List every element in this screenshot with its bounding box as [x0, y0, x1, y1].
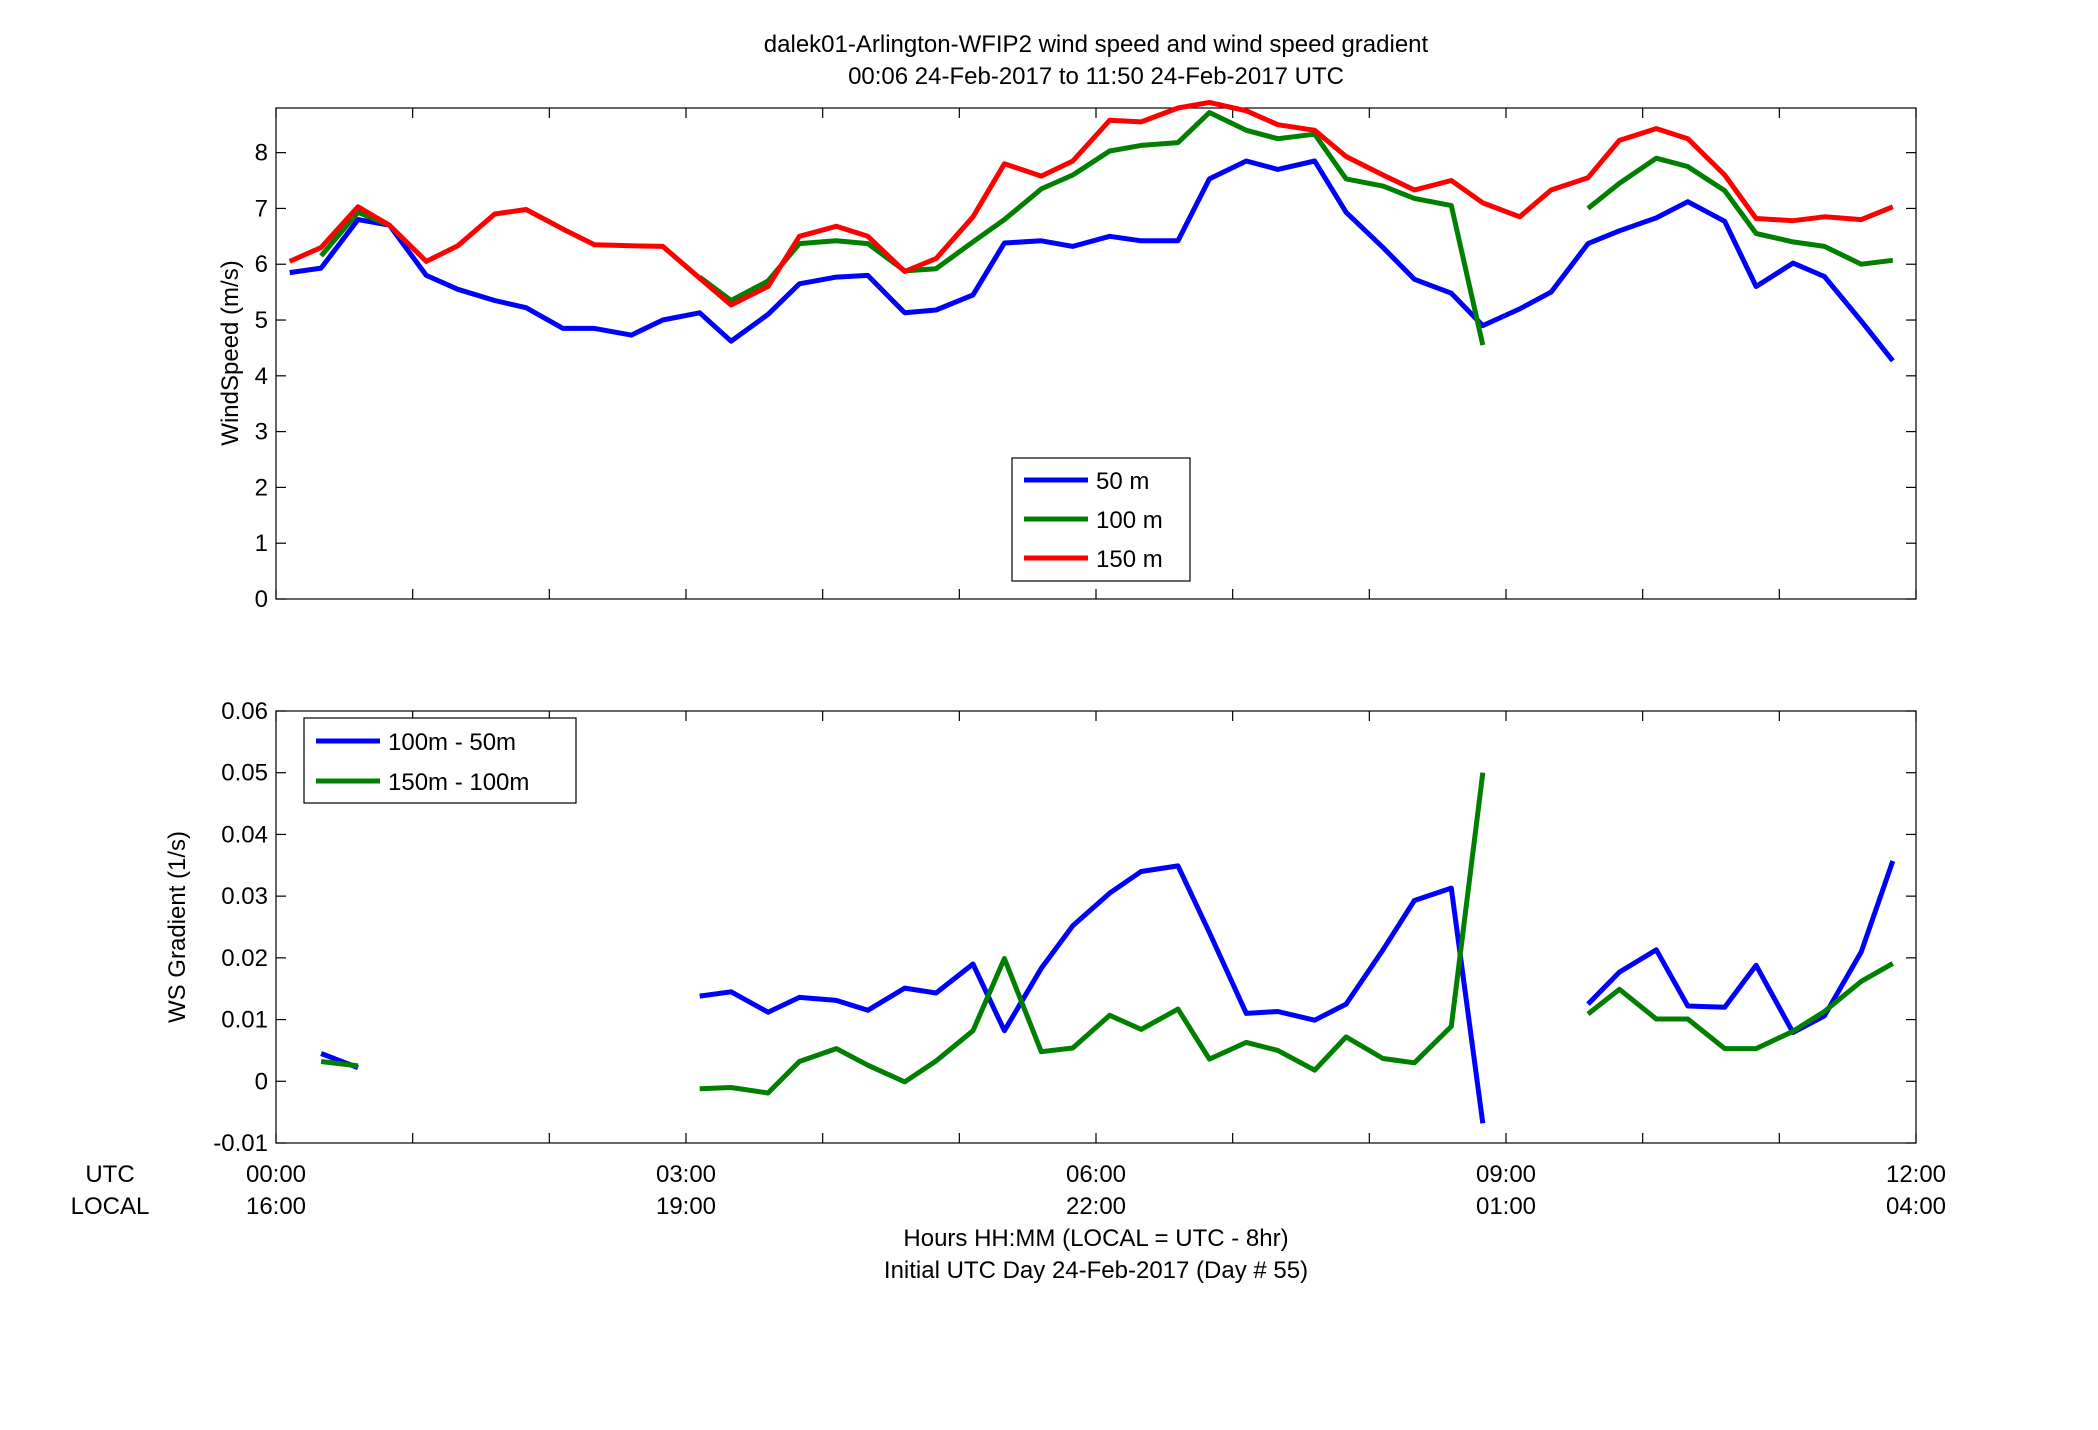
- series-line-150-m: [288, 99, 1894, 308]
- x-tick-label-utc: 06:00: [1066, 1161, 1126, 1188]
- legend-label-100m: 100 m: [1096, 507, 1163, 534]
- x-tick-labels: 00:00 16:00 03:00 19:00 06:00 22:00 09:00 01:00…: [246, 1161, 1946, 1220]
- x-tick-label-utc: 00:00: [246, 1161, 306, 1188]
- legend-label-150m-100m: 150m - 100m: [388, 769, 529, 796]
- gradient-y-axis-label: WS Gradient (1/s): [164, 831, 191, 1023]
- y-tick-label: 4: [255, 363, 268, 390]
- series-line-50-m: [289, 158, 1895, 363]
- utc-row-label: UTC: [85, 1161, 134, 1188]
- y-tick-label: 0.01: [221, 1007, 268, 1034]
- y-tick-label: 2: [255, 474, 268, 501]
- y-tick-label: 3: [255, 419, 268, 446]
- windspeed-series-lines: [288, 99, 1895, 363]
- x-tick-label-utc: 12:00: [1886, 1161, 1946, 1188]
- x-tick-label-local: 19:00: [656, 1193, 716, 1220]
- x-tick-label-utc: 03:00: [656, 1161, 716, 1188]
- series-line-150m-100m: [320, 1059, 359, 1069]
- y-tick-label: -0.01: [213, 1130, 268, 1157]
- x-tick-label-utc: 09:00: [1476, 1161, 1536, 1188]
- y-tick-label: 5: [255, 307, 268, 334]
- x-tick-label-local: 16:00: [246, 1193, 306, 1220]
- series-line-100m-50m: [699, 863, 1486, 1124]
- y-tick-label: 8: [255, 140, 268, 167]
- y-tick-label: 0.05: [221, 760, 268, 787]
- y-tick-label: 0.04: [221, 821, 268, 848]
- gradient-legend: 100m - 50m 150m - 100m: [303, 717, 577, 804]
- y-tick-label: 1: [255, 530, 268, 557]
- windspeed-y-axis-label: WindSpeed (m/s): [217, 260, 244, 445]
- y-tick-label: 0.02: [221, 945, 268, 972]
- y-tick-label: 0: [255, 586, 268, 613]
- x-axis-label-line2: Initial UTC Day 24-Feb-2017 (Day # 55): [884, 1257, 1308, 1284]
- series-line-150m-100m: [1586, 961, 1895, 1052]
- legend-label-150m: 150 m: [1096, 546, 1163, 573]
- y-tick-label: 0: [255, 1068, 268, 1095]
- x-tick-label-local: 04:00: [1886, 1193, 1946, 1220]
- series-line-100-m: [1586, 155, 1894, 267]
- chart-title-line1: dalek01-Arlington-WFIP2 wind speed and w…: [764, 31, 1429, 58]
- series-line-100-m: [698, 110, 1486, 346]
- x-axis-label-line1: Hours HH:MM (LOCAL = UTC - 8hr): [903, 1225, 1288, 1252]
- gradient-series-lines: [320, 772, 1896, 1124]
- gradient-panel: -0.01 0 0.01 0.02 0.03 0.04 0.05 0.06 WS Gradie…: [164, 698, 1917, 1157]
- windspeed-legend: 50 m 100 m 150 m: [1011, 457, 1191, 582]
- local-row-label: LOCAL: [71, 1193, 150, 1220]
- windspeed-axis-ticks: 0 1 2 3 4 5 6 7 8: [255, 108, 1917, 613]
- series-line-150m-100m: [699, 772, 1486, 1096]
- y-tick-label: 0.06: [221, 698, 268, 725]
- y-tick-label: 6: [255, 251, 268, 278]
- x-tick-label-local: 22:00: [1066, 1193, 1126, 1220]
- y-tick-label: 7: [255, 195, 268, 222]
- chart-title-line2: 00:06 24-Feb-2017 to 11:50 24-Feb-2017 U…: [848, 63, 1344, 90]
- y-tick-label: 0.03: [221, 883, 268, 910]
- gradient-axis-ticks: -0.01 0 0.01 0.02 0.03 0.04 0.05 0.06: [213, 698, 1917, 1157]
- legend-label-50m: 50 m: [1096, 468, 1149, 495]
- series-line-100m-50m: [1586, 860, 1896, 1035]
- legend-label-100m-50m: 100m - 50m: [388, 729, 516, 756]
- gradient-legend-box: [303, 717, 577, 804]
- windspeed-panel: 0 1 2 3 4 5 6 7 8 WindSpeed (m/s) 50 m 100 m 150…: [217, 99, 1917, 613]
- x-tick-label-local: 01:00: [1476, 1193, 1536, 1220]
